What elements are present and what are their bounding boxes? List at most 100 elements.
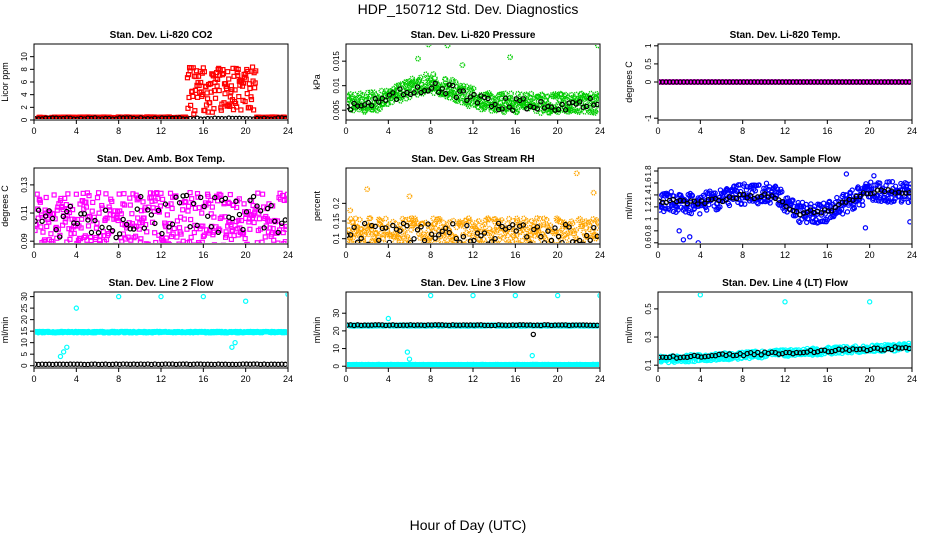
point-hourly: [695, 201, 701, 207]
point-all: [580, 229, 587, 236]
point-all: [242, 298, 249, 304]
point-hourly: [275, 229, 281, 236]
point-hourly: [229, 115, 236, 119]
point-all: [174, 218, 181, 224]
point-hourly: [347, 232, 350, 238]
point-hourly: [765, 79, 772, 85]
point-hourly: [226, 115, 232, 119]
point-hourly: [176, 361, 183, 367]
point-all: [451, 238, 458, 243]
point-hourly: [485, 95, 491, 102]
point-all: [884, 179, 890, 185]
point-all: [414, 245, 418, 249]
point-all: [415, 55, 421, 62]
point-all: [390, 244, 394, 248]
point-all: [526, 228, 533, 235]
point-hourly: [903, 79, 909, 85]
y-tick-label: 0.15: [332, 213, 341, 229]
x-tick-label: 16: [198, 126, 208, 136]
point-all: [236, 196, 242, 202]
x-tick-label: 0: [31, 374, 36, 384]
x-tick-label: 16: [198, 374, 208, 384]
x-tick-label: 12: [156, 374, 166, 384]
point-hourly: [275, 115, 281, 119]
point-all: [190, 247, 194, 251]
point-hourly: [243, 361, 250, 367]
point-all: [166, 242, 173, 243]
point-all: [595, 106, 599, 113]
point-all: [579, 223, 585, 230]
point-hourly: [254, 115, 260, 119]
point-all: [274, 245, 278, 249]
point-all: [589, 245, 593, 249]
point-hourly: [896, 79, 902, 85]
point-all: [368, 226, 375, 233]
point-hourly: [807, 79, 814, 85]
point-all: [283, 226, 287, 232]
point-hourly: [587, 237, 593, 243]
point-all: [593, 225, 599, 231]
point-all: [742, 201, 748, 207]
point-all: [190, 201, 196, 207]
y-tick-label: 0.6: [644, 237, 653, 249]
point-all: [571, 230, 578, 237]
point-hourly: [35, 361, 38, 367]
point-all: [176, 225, 183, 231]
point-hourly: [450, 82, 456, 89]
point-hourly: [485, 241, 491, 243]
point-hourly: [850, 79, 856, 85]
point-hourly: [747, 193, 754, 199]
point-hourly: [88, 229, 95, 236]
point-all: [492, 107, 499, 114]
point-all: [901, 196, 907, 202]
point-all: [459, 62, 466, 69]
point-all: [488, 107, 495, 114]
point-all: [436, 215, 443, 222]
y-tick-label: 30: [20, 292, 29, 301]
point-hourly: [180, 361, 186, 367]
x-tick-label: 4: [698, 250, 703, 260]
point-all: [470, 85, 477, 92]
point-all: [284, 191, 287, 197]
point-hourly: [666, 79, 673, 85]
point-all: [515, 90, 521, 97]
point-hourly: [35, 116, 38, 119]
point-hourly: [821, 79, 828, 85]
point-hourly: [439, 86, 445, 92]
point-hourly: [236, 361, 243, 367]
point-all: [347, 238, 353, 243]
point-all: [459, 241, 465, 243]
point-hourly: [361, 102, 368, 108]
point-hourly: [534, 106, 541, 112]
point-hourly: [390, 222, 396, 229]
point-all: [743, 187, 750, 193]
point-all: [462, 247, 466, 251]
point-all: [259, 239, 265, 243]
x-tick-label: 24: [283, 250, 293, 260]
point-hourly: [268, 361, 274, 367]
y-axis-label: degrees C: [0, 185, 10, 227]
point-hourly: [471, 237, 477, 243]
point-all: [96, 249, 100, 253]
point-all: [216, 87, 222, 94]
point-all: [183, 249, 187, 253]
point-hourly: [215, 361, 222, 367]
point-hourly: [878, 79, 884, 85]
point-all: [688, 210, 695, 217]
point-hourly: [712, 79, 719, 85]
x-tick-label: 12: [780, 126, 790, 136]
point-hourly: [580, 241, 586, 243]
point-all: [364, 186, 371, 193]
point-all: [78, 225, 84, 231]
point-all: [504, 232, 511, 239]
x-tick-label: 8: [428, 250, 433, 260]
point-all: [390, 247, 394, 251]
point-all: [556, 97, 563, 104]
point-hourly: [548, 104, 555, 110]
point-all: [446, 94, 453, 101]
point-all: [189, 88, 195, 94]
point-hourly: [134, 361, 140, 367]
point-all: [368, 238, 375, 243]
point-all: [153, 239, 159, 243]
point-all: [266, 218, 273, 224]
